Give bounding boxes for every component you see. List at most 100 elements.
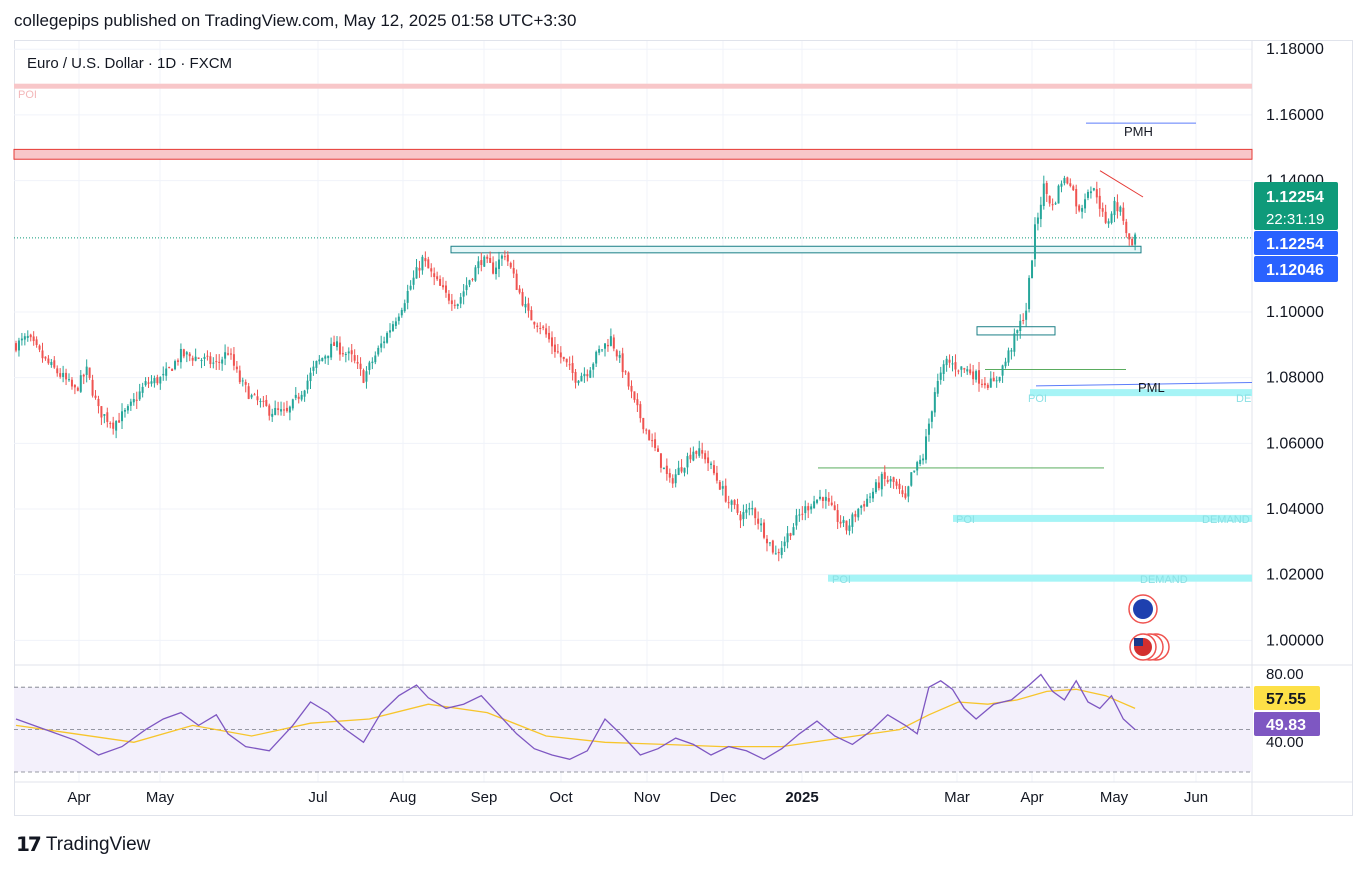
time-tick-label: Dec	[710, 789, 737, 806]
candle-body	[562, 356, 565, 360]
candle-body	[447, 293, 450, 301]
candle-body	[259, 401, 262, 403]
candle-body	[536, 325, 539, 327]
time-tick-label: Sep	[471, 789, 498, 806]
candle-body	[804, 506, 807, 514]
candle-body	[253, 394, 256, 396]
candle-body	[312, 366, 315, 371]
candle-body	[542, 326, 545, 328]
candle-body	[76, 387, 79, 391]
candle-body	[262, 400, 265, 402]
candle-body	[986, 384, 989, 388]
rsi-tick-label: 80.00	[1266, 666, 1304, 683]
candle-body	[153, 378, 156, 384]
candle-body	[91, 379, 94, 396]
candle-body	[1092, 188, 1095, 191]
time-tick-label: Aug	[390, 789, 417, 806]
price-tag-line	[1254, 231, 1338, 255]
candle-body	[595, 351, 598, 364]
price-tick-label: 1.18000	[1266, 41, 1324, 58]
candle-body	[807, 506, 810, 511]
candle-body	[780, 547, 783, 555]
poi-demand-zone-2	[953, 514, 1252, 522]
rsi-tick-label: 40.00	[1266, 734, 1304, 751]
footer-logo[interactable]: 𝟭𝟳 TradingView	[16, 832, 150, 857]
candle-body	[288, 406, 291, 413]
poi-label-2: POI	[956, 514, 975, 526]
candle-body	[229, 353, 232, 355]
candle-body	[736, 504, 739, 513]
candle-body	[1022, 319, 1025, 321]
candle-body	[247, 386, 250, 399]
candle-body	[1075, 189, 1078, 207]
candle-body	[866, 498, 869, 507]
candle-body	[344, 354, 347, 356]
rsi-line	[15, 673, 1136, 761]
candle-body	[1125, 221, 1128, 234]
candle-body	[277, 408, 280, 410]
symbol-title: Euro / U.S. Dollar · 1D · FXCM	[27, 55, 233, 72]
candle-body	[138, 391, 141, 400]
candle-body	[1051, 204, 1054, 206]
candle-body	[695, 451, 698, 454]
candle-body	[412, 277, 415, 285]
time-tick-label: May	[1100, 789, 1129, 806]
candle-body	[1063, 178, 1066, 184]
candle-body	[1069, 183, 1072, 186]
candle-body	[633, 391, 636, 400]
price-tick-label: 1.02000	[1266, 567, 1324, 584]
candle-body	[954, 362, 957, 370]
candle-body	[244, 381, 247, 385]
candle-body	[1019, 320, 1022, 331]
candle-body	[592, 363, 595, 370]
candle-body	[1101, 208, 1104, 212]
candle-body	[32, 336, 35, 342]
candle-body	[978, 370, 981, 384]
candle-body	[436, 276, 439, 280]
candle-body	[303, 390, 306, 397]
demand-label-3: DEMAND	[1140, 574, 1188, 586]
candle-body	[948, 359, 951, 363]
candle-body	[916, 462, 919, 471]
demand-label-2: DEMAND	[1202, 514, 1250, 526]
candle-body	[17, 340, 20, 351]
pml-line	[1035, 382, 1253, 387]
candle-body	[427, 259, 430, 269]
candle-body	[980, 383, 983, 385]
time-tick-label: Jul	[308, 789, 327, 806]
candle-body	[365, 371, 368, 382]
poi-label-3: POI	[832, 574, 851, 586]
candle-body	[459, 297, 462, 304]
candle-body	[188, 353, 191, 357]
candle-body	[771, 540, 774, 553]
candle-body	[739, 514, 742, 521]
publish-header: collegepips published on TradingView.com…	[14, 11, 577, 30]
candle-body	[792, 527, 795, 536]
candle-body	[877, 482, 880, 489]
poi-supply-zone-top	[14, 83, 1252, 89]
candle-body	[324, 356, 327, 359]
candle-body	[577, 380, 580, 384]
candle-body	[59, 373, 62, 377]
us-flag-canton	[1134, 638, 1143, 646]
candle-body	[833, 505, 836, 511]
candle-body	[601, 349, 604, 351]
candle-body	[238, 370, 241, 383]
candle-body	[330, 343, 333, 358]
candle-body	[165, 368, 168, 376]
candle-body	[174, 361, 177, 370]
candle-body	[715, 472, 718, 481]
candle-body	[38, 345, 41, 350]
candle-body	[580, 375, 583, 382]
candle-body	[922, 458, 925, 461]
candle-body	[309, 372, 312, 382]
candle-body	[203, 356, 206, 359]
candle-body	[477, 261, 480, 269]
breakout-zone	[450, 245, 1142, 254]
candle-body	[883, 472, 886, 479]
candle-body	[639, 404, 642, 419]
current-price-tag	[1254, 182, 1338, 230]
candle-body	[604, 343, 606, 349]
candle-body	[686, 456, 689, 468]
